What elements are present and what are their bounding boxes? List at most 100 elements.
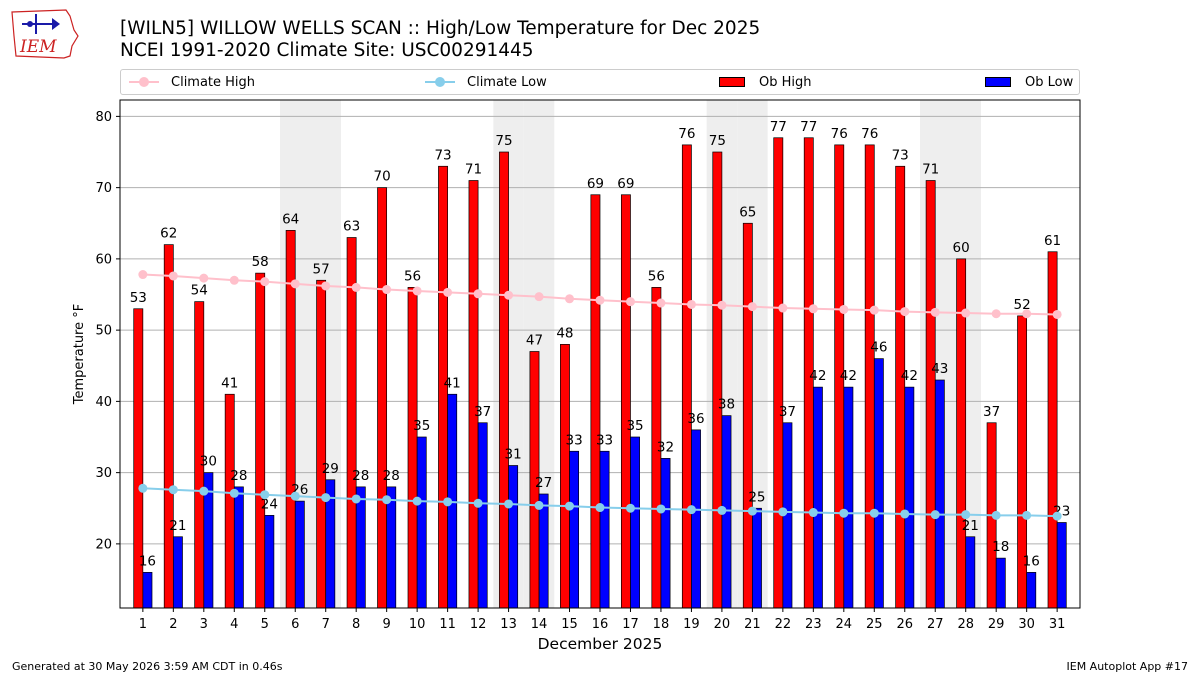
x-tick-label: 1 bbox=[139, 617, 147, 632]
ob-low-bar bbox=[873, 358, 884, 609]
climate-low-point bbox=[290, 491, 300, 501]
x-axis-label: December 2025 bbox=[538, 635, 663, 653]
climate-high-point bbox=[504, 290, 514, 300]
x-tick-label: 9 bbox=[383, 617, 391, 632]
x-tick-label: 22 bbox=[775, 617, 792, 632]
x-tick-label: 26 bbox=[896, 617, 913, 632]
x-tick-label: 16 bbox=[592, 617, 609, 632]
ob-low-bar bbox=[355, 486, 366, 609]
x-tick-label: 23 bbox=[805, 617, 822, 632]
ob-low-label: 33 bbox=[566, 432, 583, 448]
x-tick-label: 14 bbox=[531, 617, 548, 632]
ob-low-label: 27 bbox=[535, 475, 552, 491]
ob-low-label: 36 bbox=[687, 411, 704, 427]
x-tick-label: 17 bbox=[622, 617, 639, 632]
x-tick-label: 19 bbox=[683, 617, 700, 632]
climate-high-point bbox=[443, 287, 453, 297]
legend-ob-high-label: Ob High bbox=[759, 74, 812, 90]
ob-high-bar bbox=[681, 144, 692, 609]
ob-low-bar bbox=[1056, 522, 1067, 609]
ob-low-bar bbox=[569, 450, 580, 609]
ob-high-label: 37 bbox=[983, 404, 1000, 420]
ob-high-label: 64 bbox=[282, 211, 299, 227]
ob-low-label: 28 bbox=[352, 468, 369, 484]
ob-high-label: 77 bbox=[800, 119, 817, 135]
climate-low-point bbox=[656, 504, 666, 514]
ob-high-label: 60 bbox=[953, 240, 970, 256]
ob-high-label: 54 bbox=[191, 283, 208, 299]
y-tick-label: 30 bbox=[95, 466, 112, 481]
x-tick-label: 4 bbox=[230, 617, 238, 632]
climate-high-point bbox=[900, 307, 910, 317]
climate-high-point bbox=[199, 273, 209, 283]
ob-low-label: 33 bbox=[596, 432, 613, 448]
y-tick-label: 40 bbox=[95, 395, 112, 410]
climate-high-marker-icon bbox=[127, 76, 161, 88]
ob-high-label: 65 bbox=[739, 204, 756, 220]
climate-low-point bbox=[900, 509, 910, 519]
ob-low-label: 16 bbox=[139, 553, 156, 569]
ob-high-bar bbox=[864, 144, 875, 609]
ob-low-bar bbox=[1026, 572, 1037, 609]
ob-high-label: 56 bbox=[404, 268, 421, 284]
ob-low-label: 18 bbox=[992, 539, 1009, 555]
ob-low-label: 16 bbox=[1023, 553, 1040, 569]
x-tick-label: 25 bbox=[866, 617, 883, 632]
climate-high-point bbox=[260, 277, 270, 287]
climate-low-point bbox=[504, 499, 514, 509]
ob-high-bar bbox=[377, 187, 388, 609]
climate-high-point bbox=[595, 295, 605, 305]
ob-high-label: 70 bbox=[374, 169, 391, 185]
ob-low-bar bbox=[538, 493, 549, 609]
ob-low-bar bbox=[843, 386, 854, 609]
ob-high-label: 73 bbox=[434, 147, 451, 163]
climate-low-point bbox=[1022, 510, 1032, 520]
ob-low-bar bbox=[691, 429, 701, 609]
x-tick-label: 20 bbox=[714, 617, 731, 632]
ob-low-bar bbox=[172, 536, 183, 609]
climate-high-point bbox=[382, 285, 392, 295]
climate-high-point bbox=[625, 297, 635, 307]
x-tick-label: 10 bbox=[409, 617, 426, 632]
ob-low-bar bbox=[477, 422, 488, 609]
y-tick-label: 20 bbox=[95, 537, 112, 552]
ob-high-bar bbox=[346, 237, 357, 609]
ob-low-bar bbox=[264, 515, 275, 609]
ob-high-bar bbox=[224, 393, 235, 609]
climate-high-point bbox=[1052, 309, 1062, 319]
ob-low-bar bbox=[812, 386, 823, 609]
ob-high-bar bbox=[773, 137, 784, 609]
climate-high-point bbox=[991, 309, 1001, 319]
climate-low-point bbox=[686, 505, 696, 515]
climate-high-point bbox=[717, 300, 727, 310]
ob-high-bar bbox=[925, 180, 936, 609]
ob-high-label: 71 bbox=[922, 162, 939, 178]
climate-low-point bbox=[625, 503, 635, 513]
climate-high-point bbox=[534, 292, 544, 302]
app-footer: IEM Autoplot App #17 bbox=[1066, 660, 1189, 673]
climate-low-point bbox=[351, 494, 361, 504]
ob-low-bar bbox=[965, 536, 976, 609]
ob-high-bar bbox=[895, 165, 906, 609]
climate-low-marker-icon bbox=[423, 76, 457, 88]
legend-climate-high-label: Climate High bbox=[171, 74, 256, 90]
ob-low-bar bbox=[934, 379, 945, 609]
ob-high-label: 76 bbox=[861, 126, 878, 142]
climate-low-point bbox=[839, 508, 849, 518]
ob-high-bar bbox=[560, 344, 570, 609]
climate-high-point bbox=[351, 282, 361, 292]
ob-high-bar bbox=[590, 194, 601, 609]
climate-low-point bbox=[412, 496, 422, 506]
ob-high-label: 69 bbox=[587, 176, 604, 192]
x-tick-label: 5 bbox=[261, 617, 269, 632]
climate-low-point bbox=[717, 505, 727, 515]
ob-high-bar bbox=[742, 222, 753, 609]
y-axis-label: Temperature °F bbox=[72, 304, 87, 405]
ob-low-bar bbox=[752, 507, 762, 609]
ob-high-label: 77 bbox=[770, 119, 787, 135]
climate-low-point bbox=[930, 510, 940, 520]
climate-high-point bbox=[473, 289, 483, 299]
ob-high-bar bbox=[1047, 251, 1058, 609]
x-tick-label: 24 bbox=[836, 617, 853, 632]
ob-low-label: 29 bbox=[322, 461, 339, 477]
